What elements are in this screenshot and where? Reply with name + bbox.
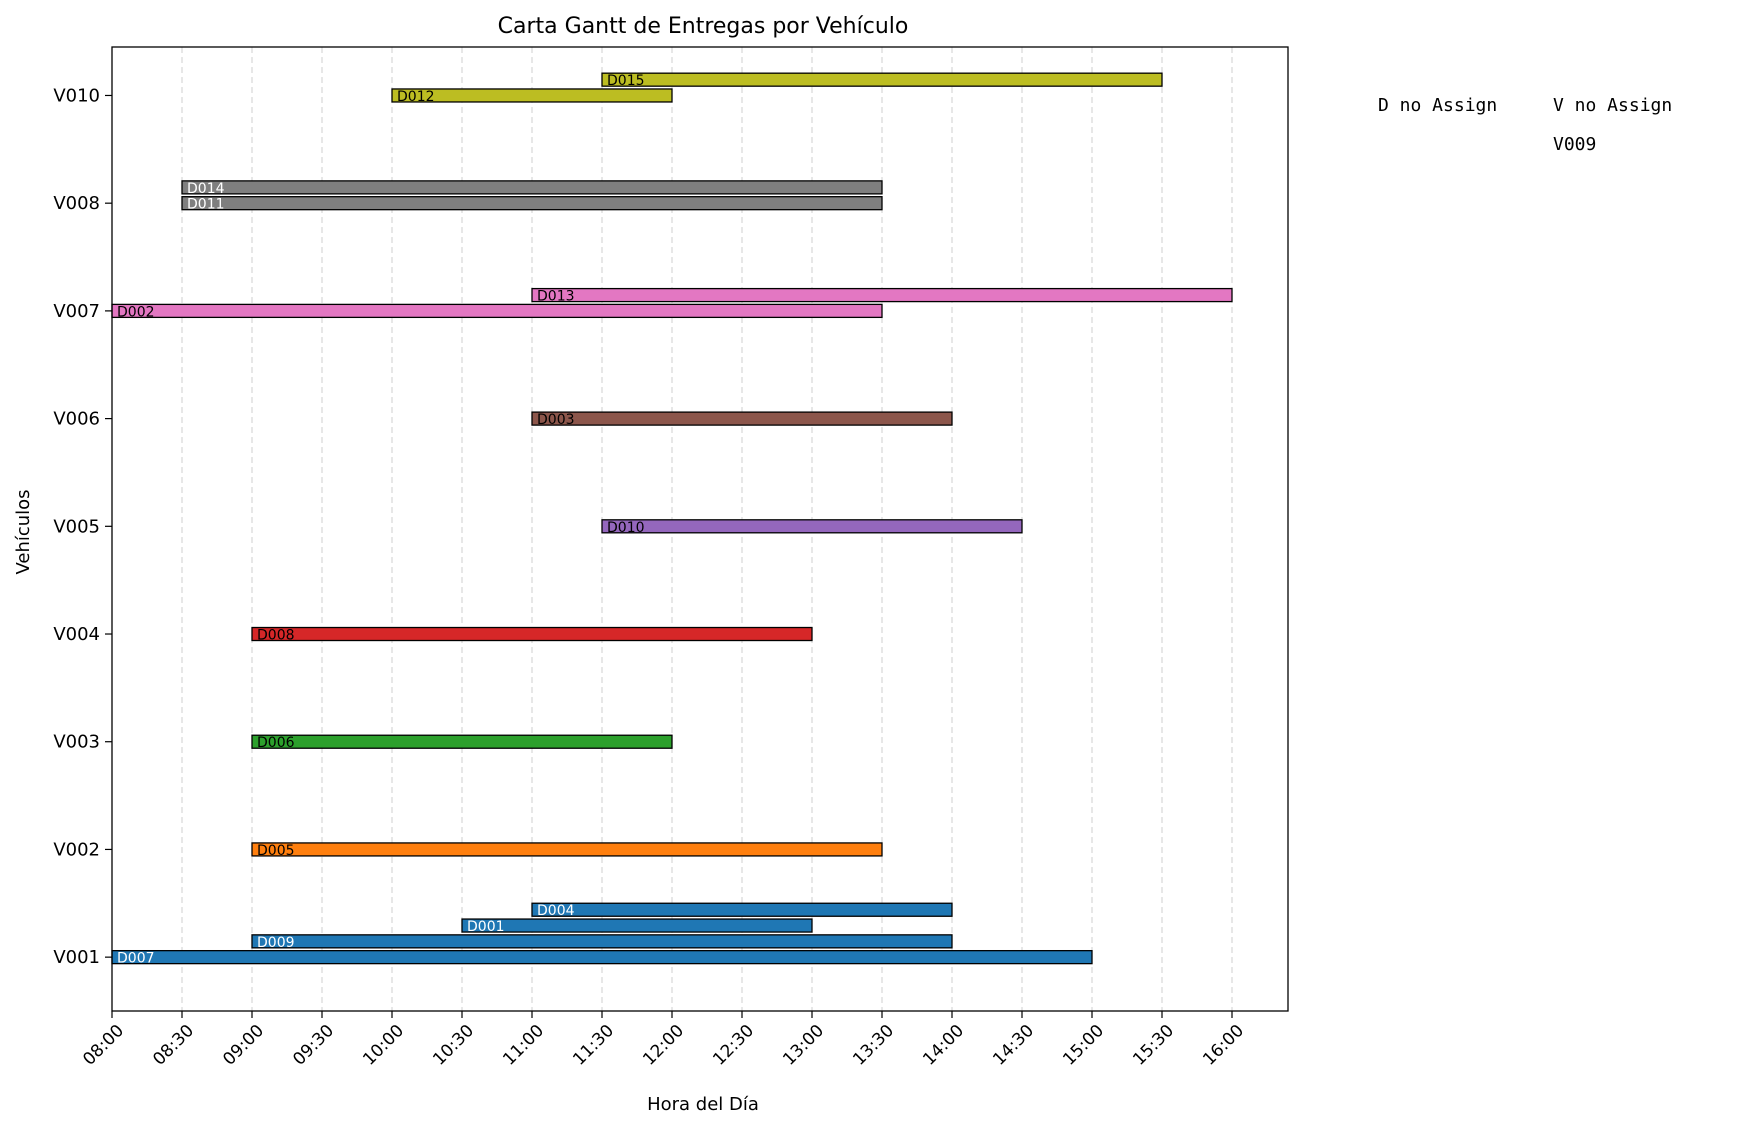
y-tick-label: V004	[53, 624, 100, 645]
bar-label-D015: D015	[607, 73, 645, 89]
bar-D004	[531, 902, 953, 917]
y-tick-label: V001	[53, 947, 100, 968]
bar-label-D003: D003	[537, 412, 575, 428]
y-axis-label: Vehículos	[13, 489, 34, 574]
bar-D002	[111, 303, 883, 319]
bars-layer: D007 D009 D001 D004 D005 D006 D008 D010 D003 D002…	[111, 72, 1233, 967]
bar-D001	[461, 918, 813, 933]
bar-label-D011: D011	[187, 197, 225, 213]
bar-label-D009: D009	[257, 935, 295, 951]
y-tick-label: V010	[53, 85, 100, 106]
bar-label-D010: D010	[607, 520, 645, 536]
bar-D009	[251, 934, 953, 949]
unassigned-table: D no Assign V no Assign V009	[1378, 95, 1672, 155]
y-tick-label: V003	[53, 732, 100, 753]
bar-D008	[251, 626, 813, 642]
chart-title: Carta Gantt de Entregas por Vehículo	[498, 14, 909, 39]
bar-D015	[601, 72, 1163, 87]
bar-label-D008: D008	[257, 628, 295, 644]
bar-label-D005: D005	[257, 843, 295, 859]
bar-label-D004: D004	[537, 903, 575, 919]
bar-label-D014: D014	[187, 181, 225, 197]
y-tick-label: V007	[53, 301, 100, 322]
y-tick-label: V002	[53, 839, 100, 860]
side-table-header: D no Assign	[1378, 95, 1497, 116]
bar-D005	[251, 842, 883, 857]
bar-label-D001: D001	[467, 919, 505, 935]
x-axis-label: Hora del Día	[647, 1094, 759, 1115]
bar-D011	[181, 196, 883, 211]
bar-label-D002: D002	[117, 304, 155, 320]
side-table-cell: V009	[1553, 134, 1596, 155]
bar-D006	[251, 734, 673, 749]
bar-label-D006: D006	[257, 735, 295, 751]
bar-D014	[181, 180, 883, 195]
plot-frame	[111, 46, 1289, 1012]
bar-label-D013: D013	[537, 289, 575, 305]
bar-D012	[391, 88, 673, 103]
bar-D010	[601, 519, 1023, 534]
y-tick-label: V006	[53, 409, 100, 430]
bar-D007	[111, 949, 1093, 965]
y-tick-label: V008	[53, 193, 100, 214]
bar-D013	[531, 287, 1233, 303]
bar-label-D012: D012	[397, 89, 435, 105]
y-tick-label: V005	[53, 516, 100, 537]
side-table-header: V no Assign	[1553, 95, 1672, 116]
bar-label-D007: D007	[117, 951, 155, 967]
bar-D003	[531, 411, 953, 426]
